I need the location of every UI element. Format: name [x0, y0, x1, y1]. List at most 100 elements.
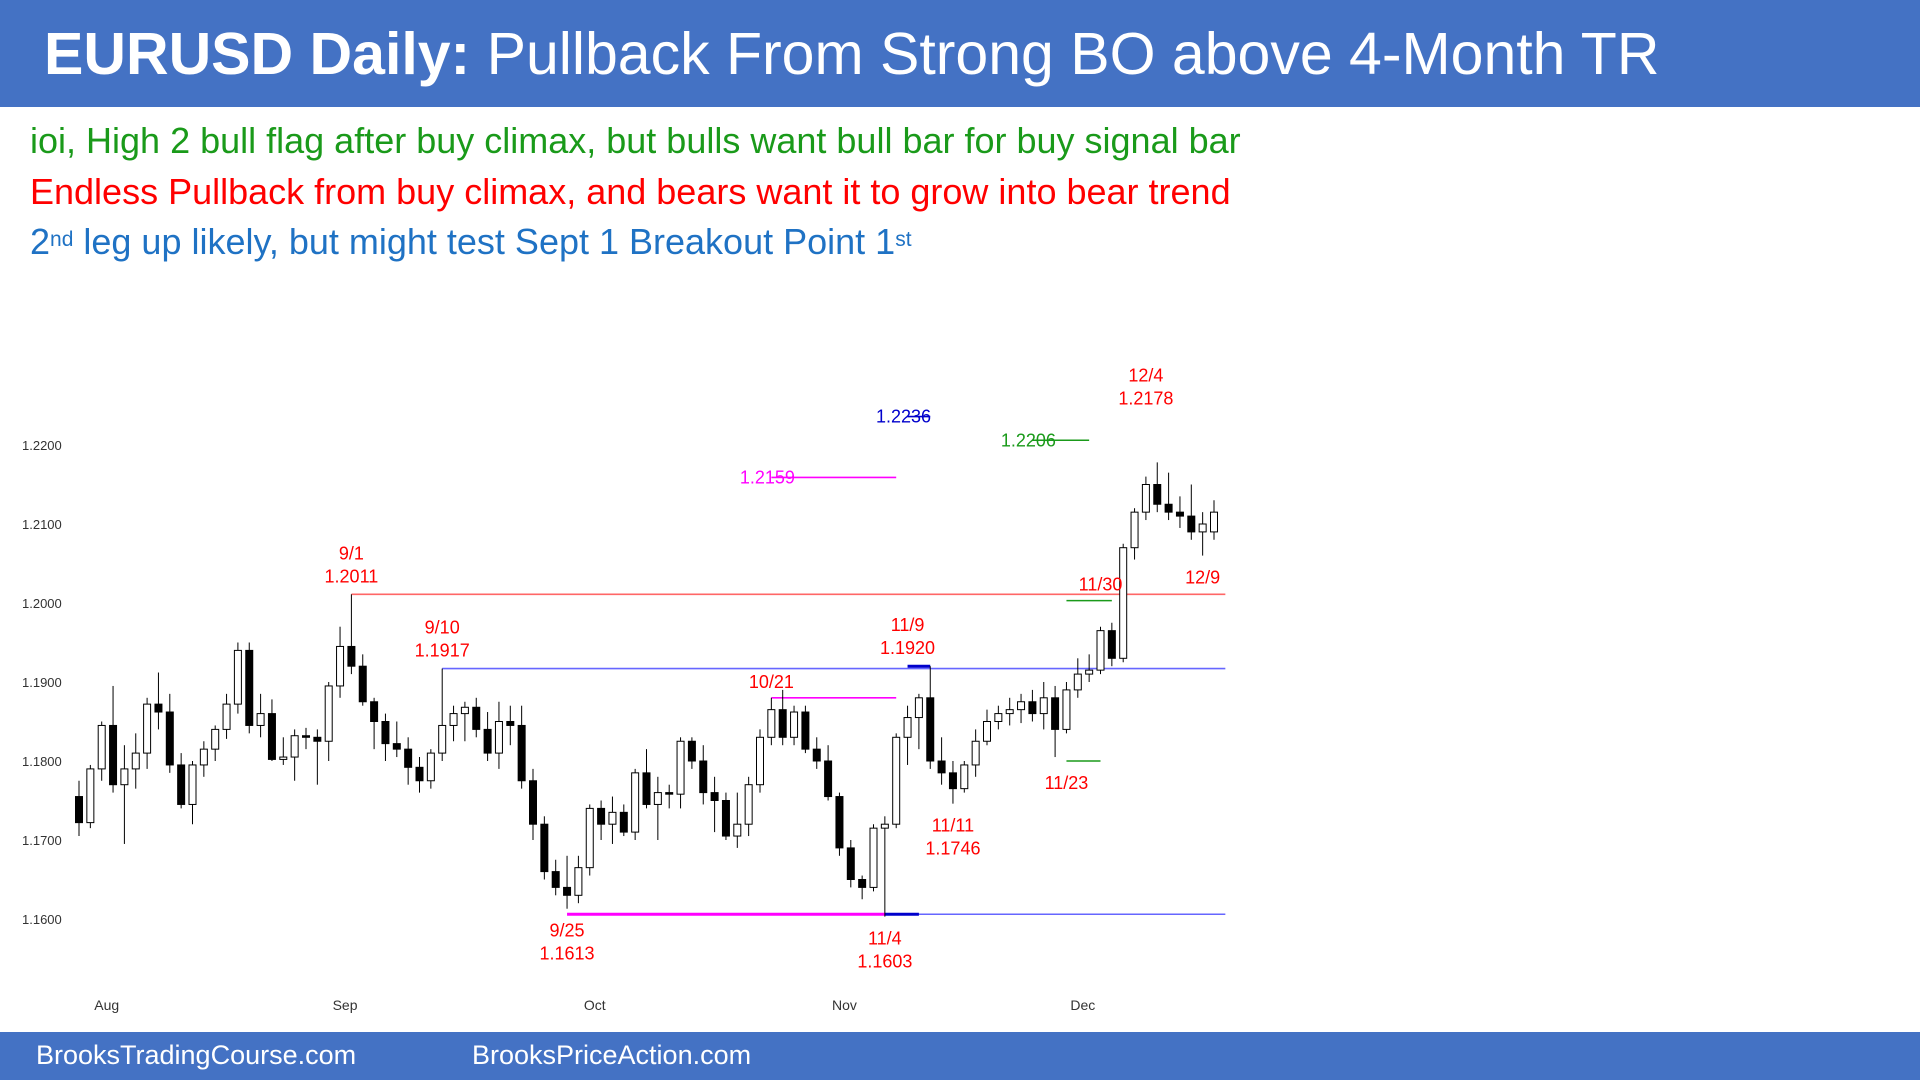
- candle-body: [494, 721, 503, 754]
- candle-body: [1062, 689, 1071, 730]
- candle-body: [1210, 511, 1218, 533]
- candle-body: [597, 807, 606, 825]
- chart-annotation: 1.2206: [1001, 430, 1056, 450]
- candle-body: [1119, 547, 1128, 659]
- candle-body: [619, 811, 628, 833]
- note3-sup2: st: [895, 228, 912, 251]
- chart-annotation: 11/30: [1079, 575, 1123, 595]
- candle-body: [211, 728, 220, 750]
- candle-body: [869, 827, 878, 888]
- candle-body: [631, 772, 640, 833]
- title-bar: EURUSD Daily: Pullback From Strong BO ab…: [0, 0, 1920, 107]
- candle-body: [1073, 673, 1082, 691]
- candle-body: [392, 743, 401, 750]
- candle-body: [336, 645, 345, 687]
- candle-body: [903, 717, 912, 738]
- candle-body: [1107, 630, 1116, 659]
- candle-body: [994, 713, 1003, 722]
- candle-body: [1130, 511, 1139, 549]
- candle-body: [267, 713, 276, 760]
- x-tick-label: Nov: [832, 997, 857, 1013]
- candle-body: [1028, 701, 1037, 715]
- chart-annotation: 11/11: [932, 816, 974, 836]
- candle-body: [233, 649, 242, 705]
- candle-body: [1039, 697, 1048, 715]
- chart-annotation: 12/9: [1185, 568, 1220, 588]
- candle-body: [1141, 484, 1150, 513]
- candle-body: [75, 796, 83, 824]
- candle-body: [756, 736, 764, 786]
- candle-body: [131, 752, 140, 770]
- chart-annotation: 10/21: [749, 672, 794, 692]
- candle-body: [449, 713, 458, 726]
- candle-body: [880, 823, 889, 829]
- candle-body: [279, 756, 288, 760]
- candle-body: [415, 766, 424, 782]
- chart-annotation: 1.1920: [880, 638, 935, 658]
- candle-body: [721, 800, 730, 837]
- candle-body: [812, 748, 821, 762]
- candle-body: [563, 886, 572, 896]
- candle-body: [222, 703, 231, 730]
- chart-annotation: 9/25: [550, 921, 585, 941]
- candle-body: [347, 645, 356, 667]
- candle-body: [699, 760, 708, 794]
- candle-body: [585, 807, 594, 869]
- candle-body: [404, 748, 413, 768]
- candle-body: [1153, 484, 1162, 505]
- candle-body: [914, 697, 923, 719]
- candle-body: [86, 768, 95, 824]
- candle-body: [120, 768, 129, 786]
- chart-annotation: 1.2178: [1118, 389, 1173, 409]
- candle-body: [290, 735, 299, 758]
- note-line-2: Endless Pullback from buy climax, and be…: [30, 171, 1231, 212]
- candle-body: [483, 728, 492, 754]
- candle-body: [1085, 669, 1094, 675]
- footer-link-right[interactable]: BrooksPriceAction.com: [472, 1040, 752, 1070]
- candle-body: [653, 792, 662, 805]
- candle-body: [438, 724, 447, 754]
- candle-body: [517, 724, 526, 782]
- x-tick-label: Oct: [584, 997, 606, 1013]
- candle-body: [767, 709, 776, 738]
- footer-bar: BrooksTradingCourse.com BrooksPriceActio…: [0, 1032, 1920, 1080]
- candle-body: [642, 772, 651, 805]
- footer-link-left[interactable]: BrooksTradingCourse.com: [36, 1040, 357, 1070]
- candle-body: [154, 703, 163, 713]
- candle-body: [199, 748, 208, 766]
- candle-body: [574, 867, 583, 896]
- candle-body: [846, 847, 855, 881]
- candle-body: [165, 711, 174, 766]
- candle-body: [245, 649, 254, 726]
- y-tick-label: 1.1700: [22, 833, 62, 848]
- candle-body: [529, 780, 537, 825]
- candle-body: [97, 724, 106, 770]
- candle-body: [381, 721, 390, 745]
- y-tick-label: 1.1800: [22, 754, 62, 769]
- candle-body: [687, 740, 696, 762]
- chart-annotation: 9/1: [339, 543, 364, 563]
- candle-body: [472, 706, 481, 730]
- note-line-3: 2nd leg up likely, but might test Sept 1…: [30, 220, 912, 264]
- chart-annotation: 12/4: [1128, 366, 1163, 386]
- candle-body: [744, 784, 753, 825]
- chart-annotation: 9/10: [425, 618, 460, 638]
- candle-body: [313, 736, 322, 742]
- candle-body: [1051, 697, 1060, 730]
- candle-body: [710, 792, 719, 801]
- note3-a: 2: [30, 221, 51, 262]
- candle-body: [892, 736, 901, 825]
- candle-body: [835, 796, 844, 849]
- candle-body: [460, 706, 469, 715]
- candle-body: [177, 764, 186, 805]
- chart-annotation: 1.1603: [857, 952, 912, 972]
- note3-b: leg up likely, but might test Sept 1 Bre…: [73, 221, 896, 262]
- candle-body: [1164, 503, 1173, 513]
- y-tick-label: 1.2100: [22, 517, 62, 532]
- chart-annotation: 1.2159: [740, 467, 795, 487]
- chart-annotation: 11/9: [891, 615, 925, 635]
- title-bold: EURUSD Daily:: [44, 21, 471, 87]
- candle-body: [926, 697, 935, 762]
- chart-annotation: 11/23: [1045, 773, 1089, 793]
